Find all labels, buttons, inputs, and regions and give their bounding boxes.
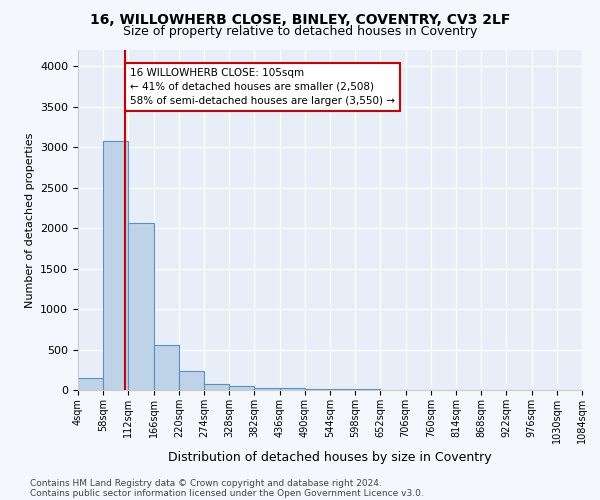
Bar [179, 371, 204, 390]
Bar [305, 389, 330, 390]
Bar [128, 223, 154, 390]
Text: Contains public sector information licensed under the Open Government Licence v3: Contains public sector information licen… [30, 488, 424, 498]
X-axis label: Distribution of detached houses by size in Coventry: Distribution of detached houses by size … [168, 451, 492, 464]
Bar [204, 384, 229, 390]
Bar [330, 389, 355, 390]
Text: Contains HM Land Registry data © Crown copyright and database right 2024.: Contains HM Land Registry data © Crown c… [30, 478, 382, 488]
Bar [154, 344, 179, 390]
Bar [78, 378, 103, 390]
Bar [280, 388, 305, 390]
Bar [254, 388, 280, 390]
Text: 16, WILLOWHERB CLOSE, BINLEY, COVENTRY, CV3 2LF: 16, WILLOWHERB CLOSE, BINLEY, COVENTRY, … [90, 12, 510, 26]
Text: 16 WILLOWHERB CLOSE: 105sqm
← 41% of detached houses are smaller (2,508)
58% of : 16 WILLOWHERB CLOSE: 105sqm ← 41% of det… [130, 68, 395, 106]
Bar [229, 386, 254, 390]
Y-axis label: Number of detached properties: Number of detached properties [25, 132, 35, 308]
Text: Size of property relative to detached houses in Coventry: Size of property relative to detached ho… [123, 25, 477, 38]
Bar [103, 142, 128, 390]
